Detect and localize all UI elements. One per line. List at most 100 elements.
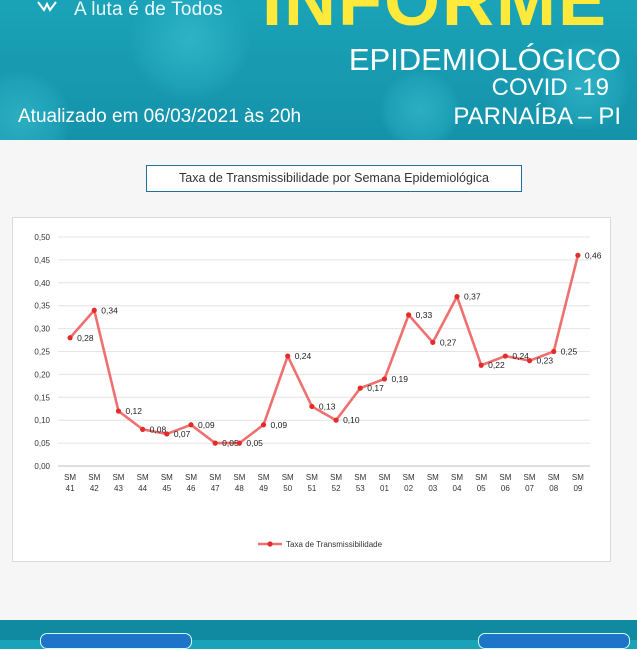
y-tick-label: 0,15: [34, 393, 50, 402]
x-tick-label: 07: [525, 484, 534, 493]
x-tick-label: SM: [258, 473, 270, 482]
logo-icon: [37, 1, 57, 12]
bottom-left-button[interactable]: [40, 633, 192, 649]
subtitle-covid: COVID -19: [491, 74, 609, 101]
data-label: 0,10: [343, 415, 360, 425]
data-label: 0,07: [174, 429, 191, 439]
data-label: 0,08: [150, 424, 167, 434]
y-tick-label: 0,10: [34, 416, 50, 425]
x-tick-label: SM: [185, 473, 197, 482]
x-tick-label: SM: [282, 473, 294, 482]
legend-label: Taxa de Transmissibilidade: [286, 540, 383, 549]
x-tick-label: 04: [453, 484, 462, 493]
x-tick-label: 53: [356, 484, 365, 493]
x-tick-label: SM: [209, 473, 221, 482]
x-tick-label: SM: [161, 473, 173, 482]
updated-date: Atualizado em 06/03/2021 às 20h: [18, 106, 302, 127]
y-tick-label: 0,35: [34, 302, 50, 311]
data-point: [430, 339, 436, 345]
x-tick-label: SM: [475, 473, 487, 482]
x-tick-label: 47: [211, 484, 220, 493]
x-tick-label: 06: [501, 484, 510, 493]
x-tick-label: SM: [499, 473, 511, 482]
subtitle-epidemiologico: EPIDEMIOLÓGICO: [348, 42, 621, 77]
x-tick-label: 09: [573, 484, 582, 493]
x-tick-label: SM: [306, 473, 318, 482]
data-label: 0,05: [246, 438, 263, 448]
x-tick-label: 02: [404, 484, 413, 493]
data-label: 0,28: [77, 333, 94, 343]
data-point: [357, 385, 363, 391]
x-tick-label: 01: [380, 484, 389, 493]
data-point: [575, 252, 581, 258]
data-label: 0,25: [561, 347, 578, 357]
data-label: 0,34: [101, 305, 118, 315]
chart-frame: [12, 217, 611, 562]
data-label: 0,12: [125, 406, 142, 416]
x-tick-label: SM: [88, 473, 100, 482]
x-tick-label: SM: [64, 473, 76, 482]
data-point: [551, 348, 557, 355]
y-tick-label: 0,20: [34, 370, 50, 379]
data-point: [526, 358, 533, 364]
data-label: 0,23: [537, 356, 554, 366]
data-label: 0,09: [271, 420, 288, 430]
bottom-right-button[interactable]: [478, 633, 630, 649]
data-point: [67, 335, 73, 341]
data-point: [260, 422, 267, 428]
x-tick-label: SM: [354, 473, 366, 482]
x-tick-label: 42: [90, 484, 99, 493]
data-point: [164, 431, 170, 437]
x-tick-label: 44: [138, 484, 147, 493]
y-tick-label: 0,30: [34, 325, 50, 334]
data-label: 0,33: [416, 310, 433, 320]
data-label: 0,17: [367, 383, 384, 393]
x-tick-label: 41: [66, 484, 75, 493]
data-label: 0,19: [391, 374, 408, 384]
x-tick-label: 51: [307, 484, 316, 493]
data-point: [236, 440, 242, 446]
x-tick-label: SM: [137, 473, 149, 482]
x-tick-label: 43: [114, 484, 123, 493]
data-point: [188, 422, 194, 428]
series-line: [69, 255, 580, 445]
x-tick-label: SM: [548, 473, 560, 482]
x-tick-label: SM: [403, 473, 415, 482]
x-tick-label: SM: [330, 473, 342, 482]
data-point: [115, 408, 122, 414]
chart-title: Taxa de Transmissibilidade por Semana Ep…: [146, 165, 522, 192]
data-label: 0,22: [488, 360, 505, 370]
data-point: [502, 353, 508, 359]
header-banner: A luta é de Todos INFORME EPIDEMIOLÓGICO…: [0, 0, 637, 140]
big-title: INFORME: [262, 0, 608, 41]
x-tick-label: 05: [477, 484, 486, 493]
data-point: [333, 417, 339, 423]
data-label: 0,05: [222, 438, 239, 448]
data-label: 0,27: [440, 337, 457, 347]
x-tick-label: SM: [378, 473, 390, 482]
x-tick-label: SM: [112, 473, 124, 482]
data-label: 0,13: [319, 401, 336, 411]
data-point: [140, 426, 146, 432]
x-tick-label: 46: [187, 484, 196, 493]
data-point: [91, 307, 97, 313]
x-tick-label: SM: [572, 473, 584, 482]
y-tick-label: 0,00: [34, 462, 50, 471]
x-tick-label: 50: [283, 484, 292, 493]
data-label: 0,24: [295, 351, 312, 361]
x-tick-label: SM: [233, 473, 245, 482]
x-tick-label: 48: [235, 484, 244, 493]
y-tick-label: 0,40: [34, 279, 50, 288]
x-tick-label: 49: [259, 484, 268, 493]
data-point: [381, 376, 388, 382]
data-point: [454, 293, 460, 300]
subtitle-city: PARNAÍBA – PI: [453, 103, 621, 130]
legend-marker: [267, 541, 273, 547]
y-tick-label: 0,45: [34, 256, 50, 265]
x-tick-label: SM: [451, 473, 463, 482]
data-label: 0,24: [512, 351, 529, 361]
x-tick-label: SM: [427, 473, 439, 482]
data-label: 0,09: [198, 420, 215, 430]
y-tick-label: 0,05: [34, 439, 50, 448]
